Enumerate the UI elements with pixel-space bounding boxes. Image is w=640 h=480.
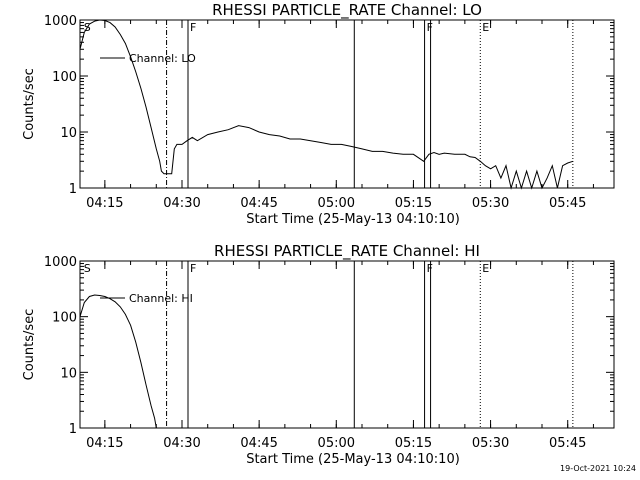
event-marker-label: F	[190, 262, 196, 275]
plot-frame	[79, 260, 615, 429]
y-axis-label: Counts/sec	[22, 309, 37, 381]
plot-frame	[79, 19, 615, 189]
legend-label: Channel: LO	[129, 52, 196, 65]
y-tick-label: 1000	[44, 255, 77, 270]
x-tick-label: 05:15	[395, 436, 432, 451]
y-tick-label: 100	[52, 70, 77, 85]
x-tick-label: 04:15	[86, 196, 123, 211]
x-tick-label: 04:45	[240, 196, 277, 211]
chart-panel-2: RHESSI PARTICLE_RATE Channel: HI Counts/s…	[22, 242, 615, 467]
x-axis-label: Start Time (25-May-13 04:10:10)	[246, 212, 460, 227]
x-tick-label: 05:30	[472, 436, 509, 451]
x-tick-label: 05:45	[549, 436, 586, 451]
chart-panel-1: RHESSI PARTICLE_RATE Channel: LO Counts/s…	[22, 1, 615, 227]
chart-title: RHESSI PARTICLE_RATE Channel: HI	[214, 242, 480, 261]
x-axis-label: Start Time (25-May-13 04:10:10)	[246, 452, 460, 467]
x-tick-label: 05:30	[472, 196, 509, 211]
event-marker-label: E	[482, 21, 489, 34]
x-tick-label: 05:00	[318, 436, 355, 451]
y-tick-label: 1	[69, 182, 77, 197]
x-tick-label: 04:45	[240, 436, 277, 451]
legend-label: Channel: HI	[129, 292, 193, 305]
y-tick-label: 100	[52, 311, 77, 326]
event-marker-label: F	[427, 21, 433, 34]
x-tick-label: 04:30	[163, 436, 200, 451]
x-tick-label: 05:45	[549, 196, 586, 211]
timestamp: 19-Oct-2021 10:24	[560, 464, 636, 473]
x-tick-label: 04:15	[86, 436, 123, 451]
y-tick-label: 10	[60, 126, 77, 141]
chart-title: RHESSI PARTICLE_RATE Channel: LO	[212, 1, 482, 20]
x-tick-label: 04:30	[163, 196, 200, 211]
event-marker-label: F	[427, 262, 433, 275]
x-tick-label: 05:00	[318, 196, 355, 211]
y-tick-label: 1000	[44, 14, 77, 29]
series-line	[79, 19, 574, 190]
x-tick-label: 05:15	[395, 196, 432, 211]
event-marker-label: F	[190, 21, 196, 34]
y-axis-label: Counts/sec	[22, 68, 37, 140]
y-tick-label: 1	[69, 422, 77, 437]
y-tick-label: 10	[60, 366, 77, 381]
event-marker-label: E	[482, 262, 489, 275]
event-marker-label: S	[84, 262, 91, 275]
series-line	[79, 294, 157, 429]
